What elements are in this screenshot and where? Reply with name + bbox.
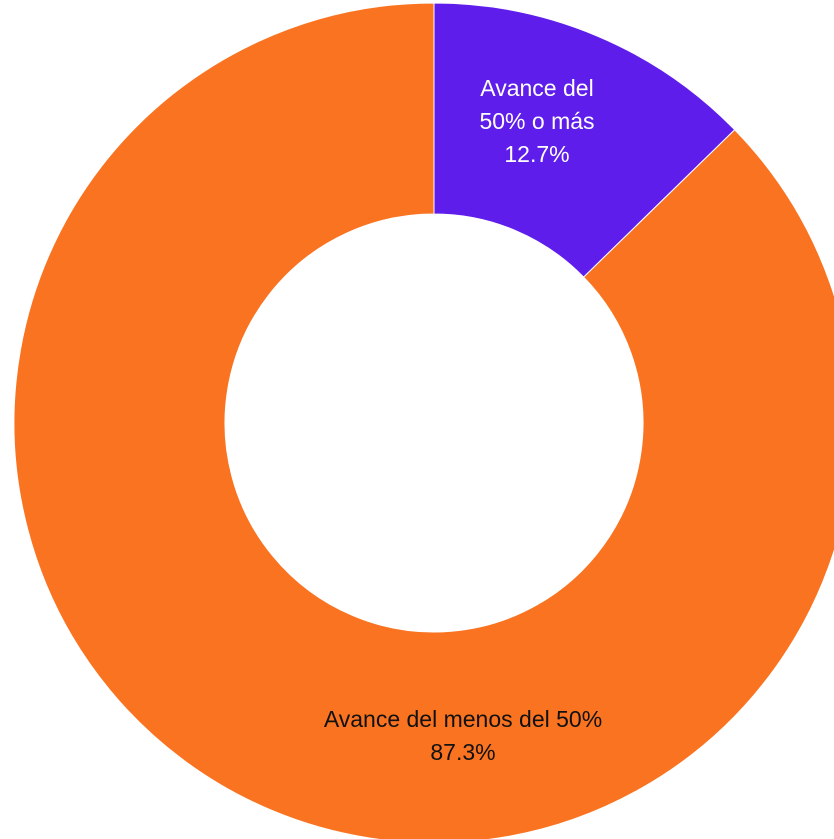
slice-name-label-0-line-1: 50% o más bbox=[479, 108, 594, 134]
donut-slice-1 bbox=[13, 2, 834, 839]
slice-name-label-1-line-0: Avance del menos del 50% bbox=[324, 706, 602, 732]
slice-name-label-0-line-0: Avance del bbox=[480, 75, 593, 101]
slice-value-label-1: 87.3% bbox=[430, 739, 495, 765]
donut-slice-0 bbox=[433, 2, 736, 278]
donut-labels: Avance del 50% o más 12.7% Avance del menos… bbox=[324, 75, 602, 765]
donut-slices bbox=[13, 2, 834, 839]
slice-value-label-0: 12.7% bbox=[504, 141, 569, 167]
